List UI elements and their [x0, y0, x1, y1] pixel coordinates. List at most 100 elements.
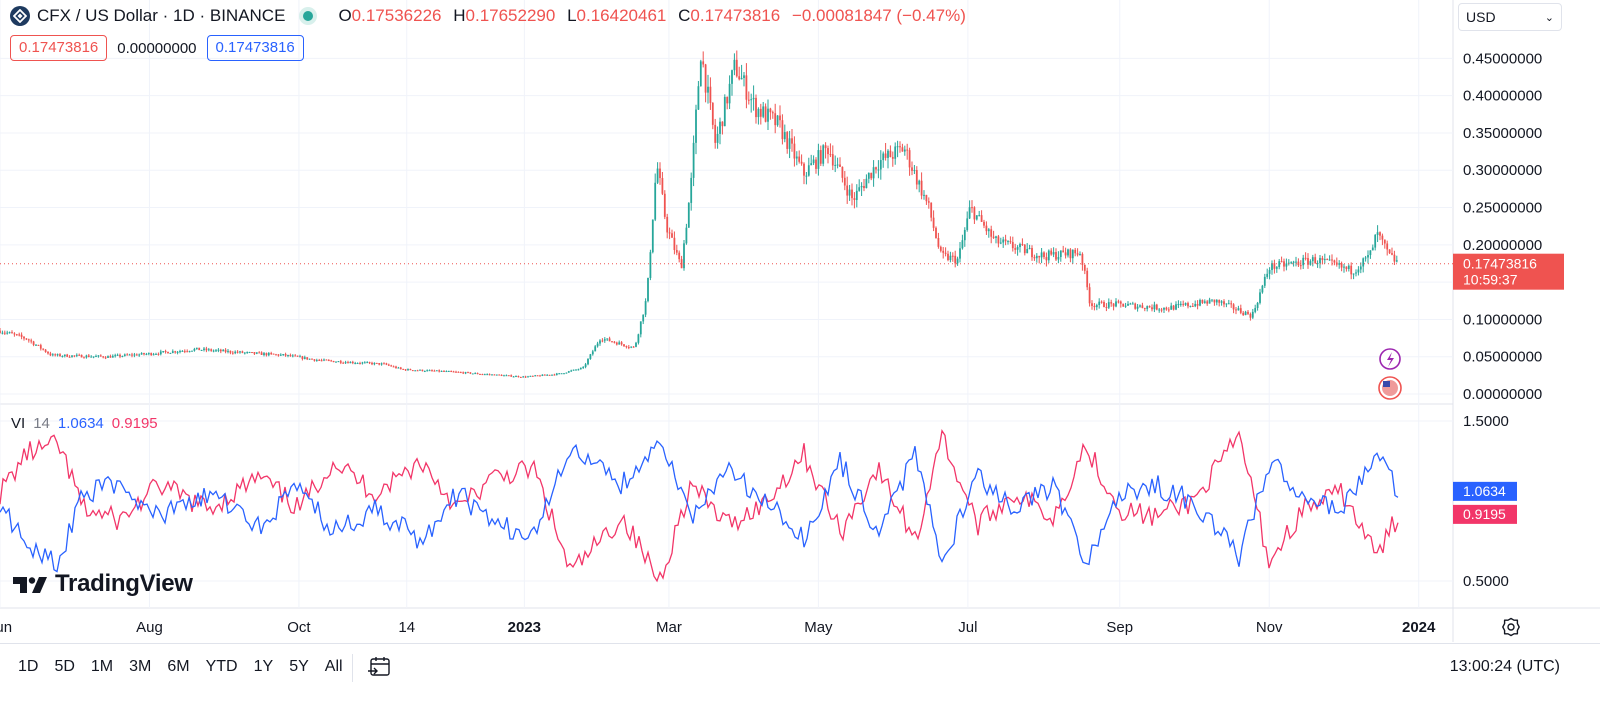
candle — [68, 355, 71, 358]
candle — [978, 210, 981, 217]
candle — [1122, 303, 1125, 307]
range-5d-button[interactable]: 5D — [54, 658, 75, 675]
range-all-button[interactable]: All — [324, 658, 343, 675]
candle — [395, 365, 397, 369]
candle — [421, 369, 424, 372]
candle — [167, 351, 169, 354]
range-1m-button[interactable]: 1M — [90, 658, 114, 675]
bar-countdown: 10:59:37 — [1463, 272, 1518, 288]
candle — [829, 143, 832, 158]
candle — [668, 227, 671, 240]
candle — [860, 182, 863, 197]
candle — [99, 354, 102, 357]
candle — [66, 353, 69, 358]
candle — [476, 372, 479, 375]
candle — [507, 375, 510, 377]
candle — [1055, 248, 1057, 261]
candle — [313, 359, 316, 362]
candle — [217, 348, 220, 353]
candle — [1179, 301, 1182, 307]
candle — [738, 66, 741, 81]
candle — [863, 178, 865, 192]
candle — [308, 358, 311, 360]
currency-select[interactable]: USD ⌄ — [1458, 3, 1562, 31]
candle — [1141, 302, 1144, 309]
candle — [1079, 251, 1081, 256]
candle — [335, 361, 337, 363]
range-6m-button[interactable]: 6M — [167, 658, 190, 675]
range-ytd-button[interactable]: YTD — [205, 658, 238, 675]
candle — [109, 354, 112, 358]
candle — [858, 179, 861, 192]
candle — [498, 374, 501, 376]
candle — [385, 362, 388, 366]
candle — [416, 369, 419, 372]
candle — [505, 374, 508, 377]
candle — [61, 355, 64, 358]
go-to-date-icon[interactable] — [367, 654, 393, 680]
candle — [1064, 247, 1067, 259]
utc-clock[interactable]: 13:00:24 (UTC) — [1449, 658, 1560, 675]
candle — [1127, 301, 1129, 306]
candle — [11, 330, 13, 334]
candle — [176, 350, 179, 355]
range-1d-button[interactable]: 1D — [18, 658, 39, 675]
candle — [577, 368, 580, 371]
candle — [431, 369, 433, 372]
candle — [743, 71, 745, 87]
chart-settings-gear-icon[interactable] — [1500, 616, 1522, 638]
ask-price-box[interactable]: 0.17473816 — [206, 35, 304, 61]
candle — [543, 374, 546, 376]
candle — [399, 366, 402, 370]
candle — [524, 375, 527, 378]
candle — [731, 69, 733, 96]
candle — [123, 353, 126, 357]
candle — [992, 230, 995, 239]
candle — [128, 353, 131, 356]
vi-plus-badge — [1453, 481, 1517, 501]
candle — [723, 94, 726, 127]
candle — [721, 121, 724, 135]
price-tick-label: 0.10000000 — [1463, 311, 1542, 328]
range-5y-button[interactable]: 5Y — [289, 658, 309, 675]
candle — [349, 361, 352, 364]
symbol-title[interactable]: CFX / US Dollar · 1D · BINANCE — [37, 6, 286, 25]
bid-price-box[interactable]: 0.17473816 — [10, 35, 108, 61]
candle — [927, 197, 930, 209]
candle — [805, 171, 808, 185]
candle — [956, 256, 959, 266]
candle — [1340, 261, 1343, 272]
candle — [0, 328, 1, 334]
candle — [1263, 273, 1266, 289]
candle — [1367, 250, 1369, 264]
range-3m-button[interactable]: 3M — [129, 658, 152, 675]
candle — [85, 354, 88, 359]
x-tick-label: Sep — [1106, 619, 1133, 636]
candle — [894, 142, 897, 165]
candle — [1057, 251, 1060, 264]
candle — [414, 370, 417, 372]
candle — [666, 213, 669, 239]
candle — [920, 172, 923, 200]
candle — [757, 107, 760, 125]
candle — [366, 361, 369, 364]
candle — [932, 210, 935, 232]
vi-legend[interactable]: VI 14 1.0634 0.9195 — [11, 415, 158, 432]
x-tick-label: Jun — [0, 619, 12, 636]
candle — [224, 348, 227, 354]
tradingview-logo[interactable]: TradingView — [13, 570, 193, 598]
candle — [459, 371, 462, 374]
candle — [375, 362, 378, 364]
candle — [1081, 252, 1084, 271]
candle — [716, 126, 719, 149]
candle — [457, 371, 460, 373]
candle — [409, 368, 412, 371]
candle — [1033, 254, 1036, 261]
range-1y-button[interactable]: 1Y — [253, 658, 274, 675]
candle — [961, 234, 964, 250]
candle — [1295, 256, 1297, 267]
candle — [301, 355, 304, 361]
candle — [632, 346, 635, 348]
candle — [205, 346, 208, 353]
